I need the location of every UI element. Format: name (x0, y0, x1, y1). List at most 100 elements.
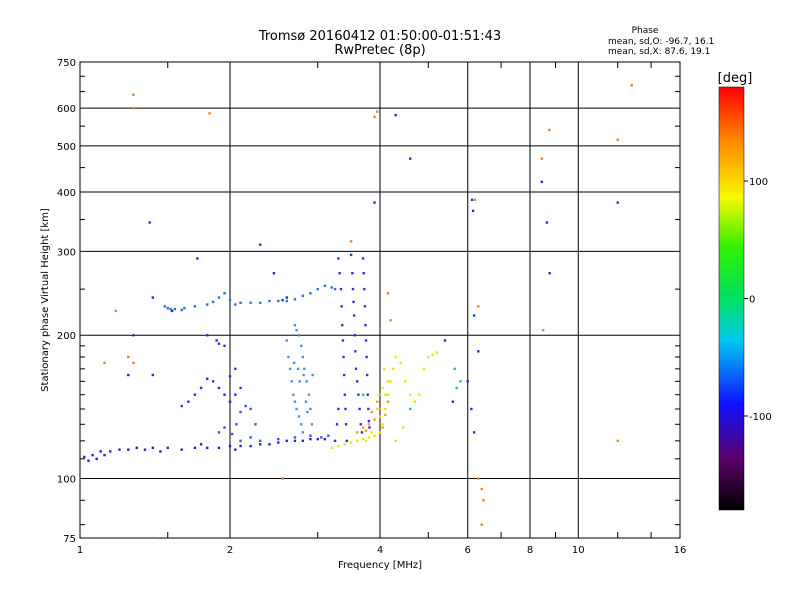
data-point (352, 300, 355, 304)
data-point (361, 437, 365, 441)
data-point (103, 361, 106, 365)
data-point (361, 393, 365, 396)
data-point (333, 439, 337, 443)
data-point (301, 431, 305, 434)
data-point (394, 355, 397, 359)
data-point (361, 426, 365, 429)
data-point (389, 319, 392, 322)
data-point (381, 386, 384, 390)
data-point (370, 410, 373, 414)
data-point (293, 439, 297, 443)
data-point (132, 361, 135, 365)
x-tick-label: 1 (77, 545, 83, 556)
data-point (290, 380, 293, 383)
data-point (309, 292, 312, 295)
data-point (127, 373, 130, 377)
colorbar (719, 87, 744, 510)
data-point (431, 353, 434, 356)
data-point (341, 323, 344, 327)
data-point (352, 314, 356, 317)
data-point (472, 431, 476, 434)
data-point (163, 305, 167, 308)
chart-subtitle: RwPretec (8p) (334, 43, 425, 58)
data-point (409, 393, 412, 396)
data-point (376, 110, 379, 113)
data-point (118, 448, 121, 451)
data-point (373, 434, 376, 437)
data-point (373, 418, 376, 421)
data-point (285, 339, 288, 342)
data-point (301, 294, 305, 298)
y-tick-label: 75 (63, 534, 76, 545)
data-point (471, 209, 475, 213)
data-point (330, 286, 333, 289)
data-point (367, 407, 370, 411)
data-point (295, 328, 298, 332)
data-point (404, 380, 407, 383)
data-point (208, 112, 211, 115)
data-point (413, 400, 417, 403)
data-point (302, 373, 305, 377)
data-point (285, 439, 288, 443)
data-point (311, 373, 314, 377)
data-point (277, 437, 280, 441)
data-point (381, 423, 384, 426)
data-point (337, 407, 340, 411)
data-point (288, 367, 292, 371)
data-point (199, 443, 203, 446)
data-point (368, 426, 371, 429)
data-point (316, 437, 319, 441)
data-point (300, 423, 303, 426)
data-point (196, 257, 199, 260)
data-point (148, 221, 151, 224)
data-point (103, 453, 106, 457)
data-point (249, 436, 252, 439)
colorbar-tick-label: 100 (749, 177, 768, 188)
data-point (344, 407, 347, 411)
data-point (427, 355, 430, 359)
data-point (254, 423, 257, 426)
data-point (333, 287, 337, 291)
data-point (228, 400, 232, 403)
data-point (373, 115, 376, 119)
data-point (353, 334, 356, 337)
data-point (239, 386, 242, 390)
data-point (482, 499, 485, 502)
colorbar-tick-label: -100 (749, 412, 772, 423)
data-point (337, 257, 340, 260)
data-point (472, 314, 476, 317)
x-tick-label: 10 (572, 545, 585, 556)
phase-box-title: Phase (632, 26, 659, 36)
data-point (228, 375, 232, 378)
data-point (349, 253, 353, 257)
data-point (459, 380, 462, 383)
data-point (540, 180, 544, 184)
data-point (295, 407, 298, 411)
data-point (239, 444, 242, 448)
data-point (548, 272, 551, 275)
data-point (234, 393, 237, 396)
data-points (83, 84, 633, 538)
data-point (453, 367, 456, 371)
data-point (480, 487, 483, 491)
y-tick-label: 100 (57, 475, 76, 486)
data-point (545, 221, 549, 224)
data-point (180, 404, 183, 408)
data-point (470, 407, 473, 411)
data-point (304, 400, 308, 403)
data-point (293, 323, 297, 327)
data-point (340, 305, 343, 308)
data-point (335, 423, 339, 426)
data-point (215, 339, 218, 342)
data-point (223, 292, 226, 295)
data-point (166, 446, 169, 450)
data-point (180, 308, 183, 312)
data-point (316, 287, 319, 291)
data-point (297, 334, 301, 337)
data-point (211, 300, 215, 304)
data-point (381, 426, 384, 429)
x-tick-label: 16 (674, 545, 687, 556)
data-point (159, 450, 162, 453)
data-point (358, 407, 361, 411)
